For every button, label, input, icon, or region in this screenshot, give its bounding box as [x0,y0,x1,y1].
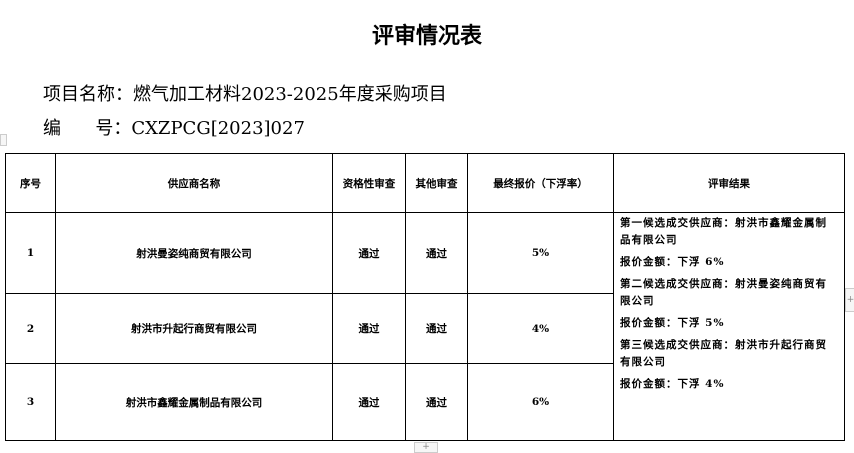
header-no: 序号 [5,153,56,213]
result-line: 报价金额：下浮 4% [620,378,725,390]
project-code: CXZPCG[2023]027 [131,118,305,139]
header-qualification: 资格性审查 [332,153,406,213]
review-table: 序号 供应商名称 资格性审查 其他审查 最终报价（下浮率） 评审结果 1 射洪曼… [5,153,845,441]
cell-no: 3 [5,363,56,441]
cell-no: 1 [5,212,56,294]
result-line: 报价金额：下浮 5% [620,317,725,329]
table-row: 3 射洪市鑫耀金属制品有限公司 通过 通过 6% [5,363,845,441]
result-line: 第三候选成交供应商：射洪市升起行商贸有限公司 [620,339,827,368]
table-row: 2 射洪市升起行商贸有限公司 通过 通过 4% [5,293,845,364]
cell-qualification: 通过 [332,293,406,364]
header-supplier: 供应商名称 [55,153,333,213]
project-name-line: 项目名称：燃气加工材料2023-2025年度采购项目 [43,80,447,106]
add-row-handle[interactable]: + [414,442,438,453]
cell-other: 通过 [405,212,468,294]
page-title: 评审情况表 [371,23,482,49]
cell-price: 5% [467,212,614,294]
result-line: 报价金额：下浮 6% [620,256,725,268]
cell-supplier: 射洪市升起行商贸有限公司 [55,293,333,364]
cell-qualification: 通过 [332,363,406,441]
result-line: 第二候选成交供应商：射洪曼姿纯商贸有限公司 [620,278,827,307]
project-code-label: 编 号： [43,118,132,139]
cell-no: 2 [5,293,56,364]
cell-other: 通过 [405,293,468,364]
add-column-handle[interactable]: + [845,288,854,312]
cell-price: 4% [467,293,614,364]
result-line: 第一候选成交供应商：射洪市鑫耀金属制品有限公司 [620,217,827,246]
header-other: 其他审查 [405,153,468,213]
project-name-label: 项目名称： [43,84,133,105]
header-price: 最终报价（下浮率） [467,153,614,213]
cell-price: 6% [467,363,614,441]
cell-qualification: 通过 [332,212,406,294]
cell-result: 第一候选成交供应商：射洪市鑫耀金属制品有限公司 报价金额：下浮 6% 第二候选成… [613,212,845,441]
cell-supplier: 射洪市鑫耀金属制品有限公司 [55,363,333,441]
project-code-line: 编 号：CXZPCG[2023]027 [43,114,305,140]
cell-supplier: 射洪曼姿纯商贸有限公司 [55,212,333,294]
cell-other: 通过 [405,363,468,441]
project-name: 燃气加工材料2023-2025年度采购项目 [133,84,447,105]
header-result: 评审结果 [613,153,845,213]
table-move-handle[interactable] [0,134,7,146]
table-header-row: 序号 供应商名称 资格性审查 其他审查 最终报价（下浮率） 评审结果 [5,153,845,213]
table-row: 1 射洪曼姿纯商贸有限公司 通过 通过 5% 第一候选成交供应商：射洪市鑫耀金属… [5,212,845,441]
